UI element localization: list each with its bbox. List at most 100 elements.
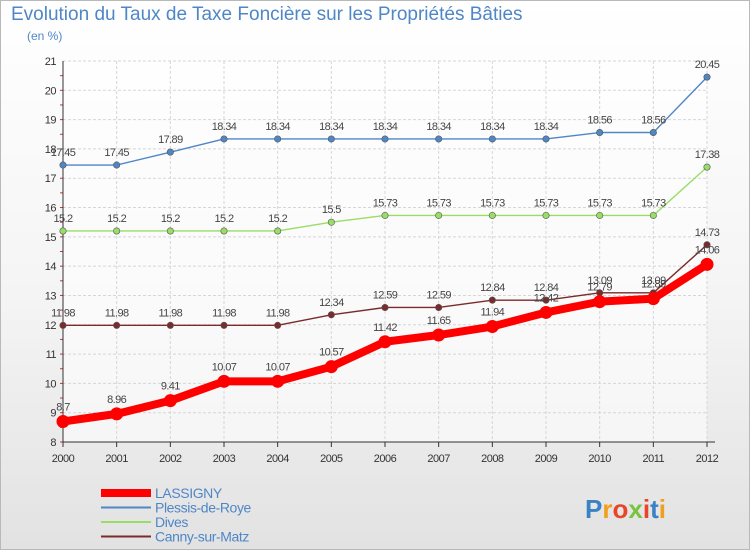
data-label: 10.57 [319, 347, 344, 359]
y-tick-label: 9 [50, 408, 56, 420]
data-label: 12.79 [587, 282, 612, 294]
data-point [703, 163, 711, 171]
y-tick-label: 21 [45, 56, 57, 68]
data-label: 8.7 [56, 401, 70, 413]
data-label: 12.59 [373, 289, 398, 301]
data-label: 14.73 [695, 227, 720, 239]
data-point [593, 295, 607, 309]
data-label: 15.2 [53, 213, 72, 225]
data-label: 18.56 [587, 115, 612, 127]
x-tick-label: 2001 [105, 453, 128, 465]
y-tick-label: 20 [45, 85, 57, 97]
data-point [485, 320, 499, 334]
proxiti-logo: Proxiti [585, 494, 666, 524]
data-label: 15.73 [641, 197, 666, 209]
x-tick-label: 2002 [159, 453, 182, 465]
y-tick-label: 11 [46, 349, 57, 361]
data-point [217, 374, 231, 388]
x-tick-label: 2011 [643, 453, 665, 465]
data-label: 11.98 [158, 307, 182, 319]
data-point [378, 335, 392, 349]
data-point [220, 227, 228, 235]
data-point [163, 394, 177, 408]
data-label: 18.34 [212, 121, 237, 133]
data-label: 18.34 [265, 121, 290, 133]
data-point [59, 161, 67, 169]
data-label: 15.73 [426, 197, 451, 209]
data-point [542, 135, 550, 143]
data-point [542, 296, 550, 304]
data-label: 15.2 [214, 213, 233, 225]
data-label: 20.45 [695, 59, 720, 71]
x-tick-label: 2009 [535, 453, 558, 465]
data-point [110, 407, 124, 421]
y-tick-label: 18 [45, 144, 57, 156]
data-point [220, 135, 228, 143]
data-label: 18.34 [373, 121, 398, 133]
data-label: 17.45 [51, 147, 76, 159]
data-label: 13.09 [641, 275, 666, 287]
y-tick-label: 14 [45, 261, 57, 273]
data-point [646, 292, 660, 306]
data-point [596, 129, 604, 137]
x-tick-label: 2000 [52, 453, 75, 465]
data-label: 18.34 [426, 121, 451, 133]
unit-label: (en %) [27, 29, 63, 43]
x-tick-label: 2010 [588, 453, 611, 465]
data-label: 15.73 [480, 197, 505, 209]
y-tick-label: 8 [50, 437, 56, 449]
data-point [274, 135, 282, 143]
data-point [113, 161, 121, 169]
data-label: 12.84 [534, 282, 559, 294]
data-label: 15.5 [322, 204, 341, 216]
data-point [381, 211, 389, 219]
data-point [435, 135, 443, 143]
data-label: 11.65 [427, 315, 451, 327]
data-label: 18.56 [641, 115, 666, 127]
data-point [700, 257, 714, 271]
data-label: 10.07 [265, 361, 290, 373]
data-point [435, 211, 443, 219]
y-tick-label: 19 [45, 115, 57, 127]
y-tick-label: 15 [45, 232, 57, 244]
y-tick-label: 16 [45, 203, 57, 215]
data-label: 18.34 [480, 121, 505, 133]
data-label: 11.98 [51, 307, 75, 319]
data-point [166, 148, 174, 156]
data-point [649, 129, 657, 137]
data-point [488, 211, 496, 219]
data-label: 15.2 [161, 213, 180, 225]
data-point [435, 303, 443, 311]
data-label: 11.42 [373, 322, 397, 334]
data-point [381, 303, 389, 311]
data-point [274, 321, 282, 329]
data-label: 15.73 [534, 197, 559, 209]
data-label: 12.84 [480, 282, 505, 294]
data-point [271, 374, 285, 388]
x-tick-label: 2007 [427, 453, 450, 465]
data-point [327, 135, 335, 143]
x-tick-label: 2004 [266, 453, 289, 465]
y-tick-label: 17 [45, 173, 57, 185]
data-label: 15.73 [587, 197, 612, 209]
data-point [274, 227, 282, 235]
data-point [324, 360, 338, 374]
data-label: 11.94 [480, 307, 504, 319]
data-label: 12.42 [534, 292, 559, 304]
data-point [59, 321, 67, 329]
x-tick-label: 2012 [696, 453, 719, 465]
data-label: 15.73 [373, 197, 398, 209]
data-label: 12.89 [641, 279, 666, 291]
data-label: 13.09 [587, 275, 612, 287]
data-point [432, 328, 446, 342]
x-tick-label: 2006 [374, 453, 397, 465]
data-point [703, 241, 711, 249]
x-tick-label: 2003 [213, 453, 236, 465]
data-point [488, 135, 496, 143]
data-label: 12.59 [426, 289, 451, 301]
data-point [56, 414, 70, 428]
legend-label: Plessis-de-Roye [155, 500, 252, 516]
data-label: 11.98 [105, 307, 129, 319]
